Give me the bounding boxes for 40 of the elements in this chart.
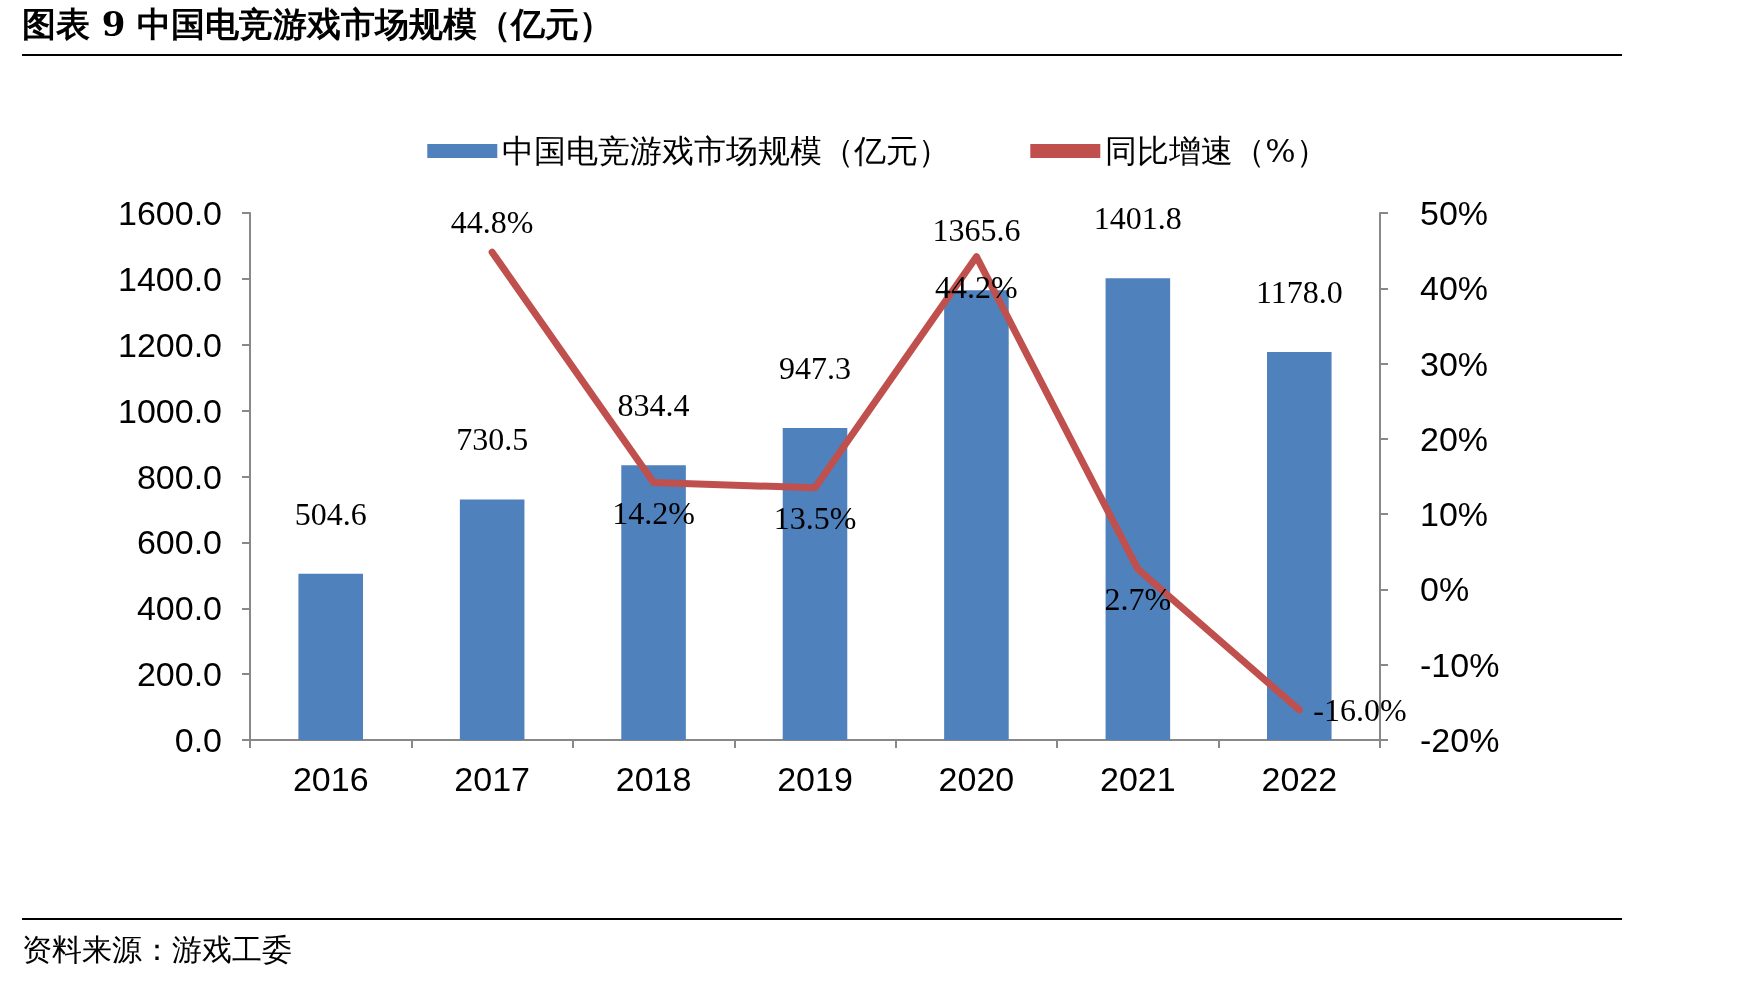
x-tick-label: 2022	[1261, 760, 1338, 798]
y-tick-label: 1200.0	[118, 325, 222, 364]
y2-tick-label: 20%	[1420, 419, 1489, 458]
data-label: 44.8%	[450, 204, 534, 241]
data-label: 1401.8	[1093, 200, 1182, 237]
y-tick-label: 400.0	[136, 589, 222, 628]
bar	[298, 573, 363, 740]
text: 资料来源：游戏工委	[22, 918, 1622, 971]
x-tick-label: 2018	[615, 760, 692, 798]
y-tick-label: 1600.0	[118, 194, 222, 232]
y2-tick-label: 40%	[1420, 269, 1489, 308]
y2-tick-label: -10%	[1420, 645, 1500, 684]
data-label: 834.4	[617, 387, 690, 424]
y-tick-label: 0.0	[174, 721, 222, 759]
x-tick-label: 2017	[454, 760, 530, 798]
x-tick-label: 2021	[1100, 760, 1176, 798]
data-label: 947.3	[779, 349, 851, 386]
bar	[1105, 278, 1171, 740]
bar	[459, 499, 525, 740]
y-tick-label: 200.0	[136, 655, 222, 694]
legend-label: 中国电竞游戏市场规模（亿元）	[502, 132, 951, 170]
y-tick-label: 800.0	[136, 457, 222, 496]
y-tick-label: 1000.0	[118, 391, 222, 430]
y-tick-label: 1400.0	[118, 259, 222, 298]
y2-tick-label: 10%	[1420, 495, 1489, 534]
x-tick-label: 2020	[938, 760, 1015, 798]
data-label: 504.6	[294, 495, 367, 532]
data-label: 1365.6	[932, 212, 1021, 249]
x-tick-label: 2019	[777, 760, 853, 798]
data-label: 730.5	[456, 421, 529, 458]
y2-tick-label: -20%	[1420, 721, 1500, 759]
data-label: 2.7%	[1104, 581, 1172, 618]
y2-tick-label: 0%	[1420, 570, 1470, 609]
y-tick-label: 600.0	[136, 523, 222, 562]
legend-label: 同比增速（%）	[1105, 132, 1328, 170]
chart-title: 图表 9 中国电竞游戏市场规模（亿元）	[22, 2, 1622, 56]
x-tick-label: 2016	[292, 760, 369, 798]
data-label: 1178.0	[1255, 274, 1343, 310]
y2-tick-label: 50%	[1420, 194, 1489, 232]
y2-tick-label: 30%	[1420, 344, 1489, 383]
